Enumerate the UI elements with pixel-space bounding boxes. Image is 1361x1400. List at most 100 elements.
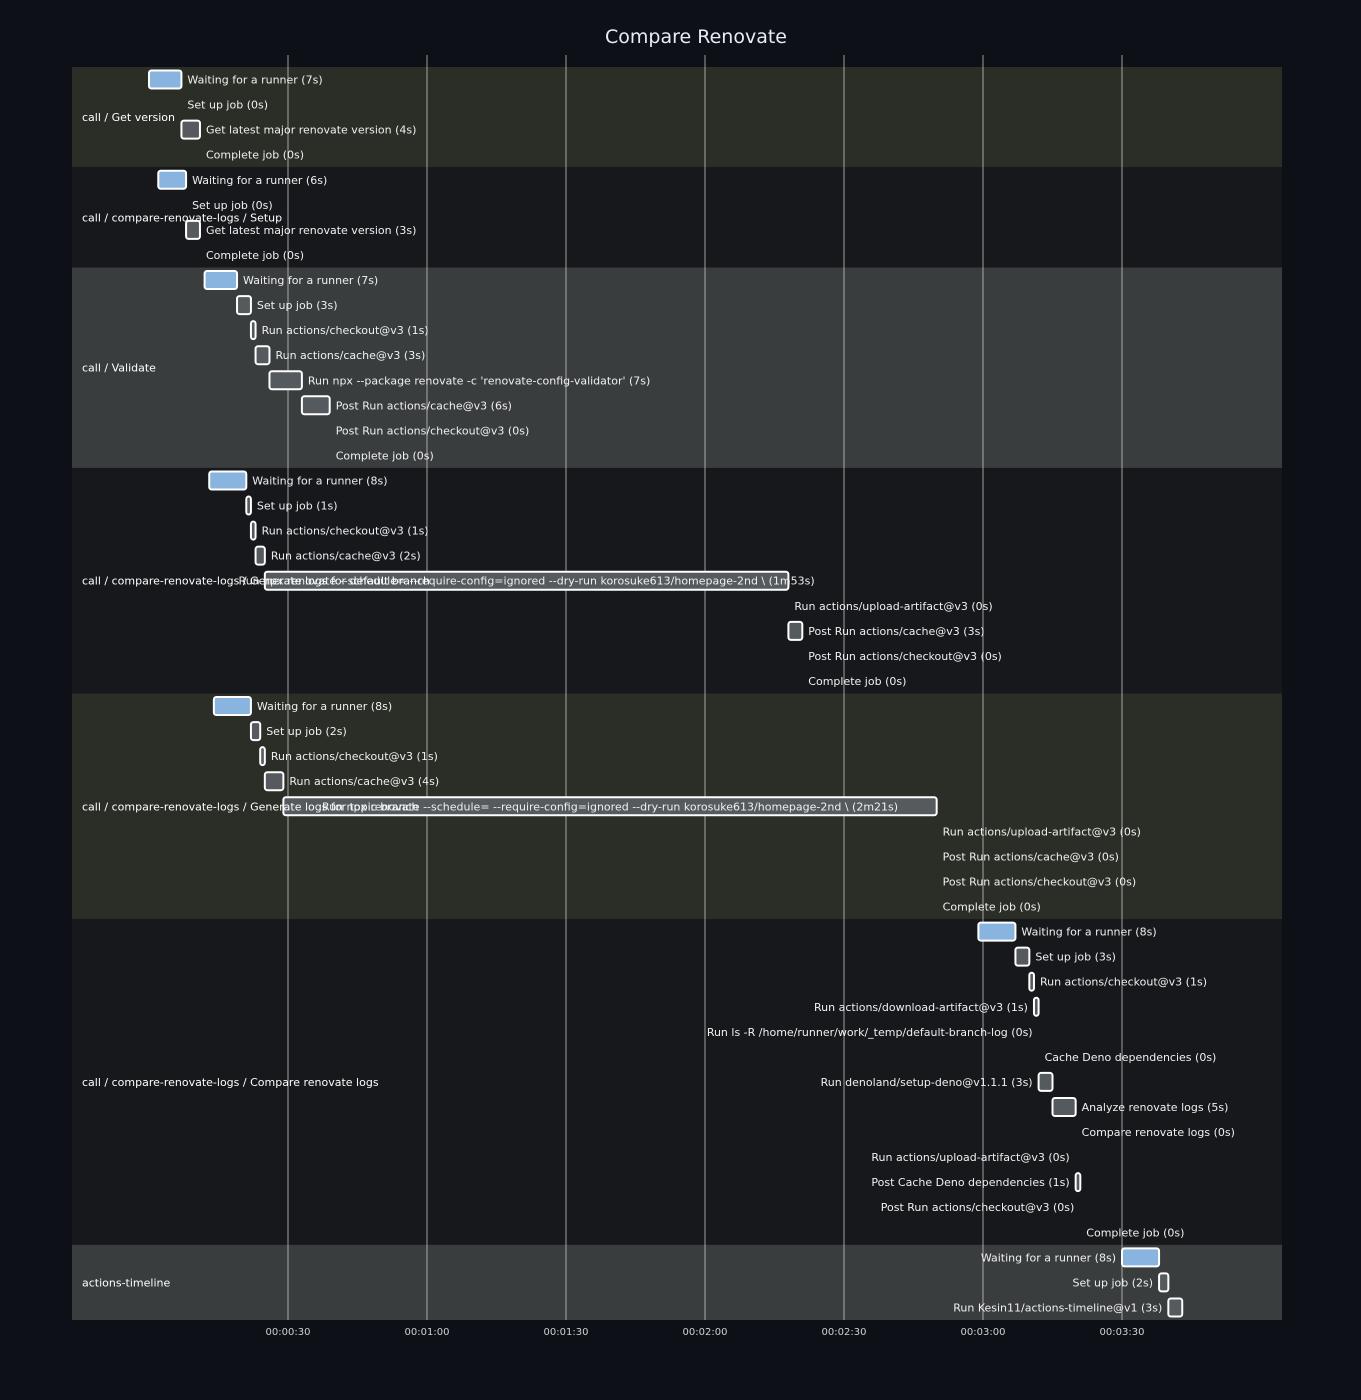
task-label: Complete job (0s) <box>336 449 434 462</box>
task-label: Run npx renovate --schedule= --require-c… <box>239 575 815 588</box>
step-bar <box>236 295 252 316</box>
step-bar <box>282 796 938 817</box>
task-label: Run actions/checkout@v3 (1s) <box>262 324 429 337</box>
step-bar <box>263 570 790 591</box>
section-label: call / compare-renovate-logs / Generate … <box>82 800 418 813</box>
step-bar <box>254 345 271 366</box>
task-label: Post Run actions/checkout@v3 (0s) <box>808 650 1002 663</box>
section-label: call / Get version <box>82 111 175 124</box>
task-label: Run actions/checkout@v3 (1s) <box>271 750 438 763</box>
x-tick-label: 00:03:30 <box>1100 1327 1145 1338</box>
task-label: Set up job (0s) <box>187 99 268 112</box>
task-label: Run npx --package renovate -c 'renovate-… <box>308 374 650 387</box>
section-band <box>72 1244 1282 1320</box>
task-label: Waiting for a runner (7s) <box>243 274 378 287</box>
task-label: Run ls -R /home/runner/work/_temp/defaul… <box>707 1026 1033 1039</box>
x-tick-label: 00:01:00 <box>405 1327 450 1338</box>
task-label: Post Run actions/checkout@v3 (0s) <box>336 424 530 437</box>
task-label: Get latest major renovate version (4s) <box>206 124 416 137</box>
x-tick-label: 00:02:30 <box>822 1327 867 1338</box>
task-label: Set up job (1s) <box>257 500 338 513</box>
task-label: Waiting for a runner (8s) <box>257 700 392 713</box>
task-label: Run actions/cache@v3 (2s) <box>271 550 421 563</box>
task-label: Post Cache Deno dependencies (1s) <box>871 1176 1069 1189</box>
step-bar <box>1032 996 1040 1017</box>
task-label: Run actions/download-artifact@v3 (1s) <box>814 1001 1028 1014</box>
step-bar <box>263 771 285 792</box>
task-label: Run actions/upload-artifact@v3 (0s) <box>943 825 1141 838</box>
step-bar <box>249 721 262 742</box>
section-label: call / compare-renovate-logs / Generate … <box>82 575 430 588</box>
task-label: Compare renovate logs (0s) <box>1082 1126 1235 1139</box>
waiting-bar <box>203 270 239 291</box>
task-label: Post Run actions/cache@v3 (6s) <box>336 399 512 412</box>
task-label: Run actions/cache@v3 (4s) <box>289 775 439 788</box>
task-label: Run actions/checkout@v3 (1s) <box>262 525 429 538</box>
task-label: Run denoland/setup-deno@v1.1.1 (3s) <box>821 1076 1033 1089</box>
task-label: Complete job (0s) <box>206 149 304 162</box>
grid-lines <box>287 55 1123 1320</box>
section-label: call / compare-renovate-logs / Compare r… <box>82 1076 379 1089</box>
step-bar <box>259 746 266 767</box>
task-label: Waiting for a runner (8s) <box>1021 926 1156 939</box>
task-label: Set up job (0s) <box>192 199 273 212</box>
step-bar <box>787 620 804 641</box>
section-labels: call / Get version call / compare-renovat… <box>82 111 430 1289</box>
waiting-bar <box>1121 1247 1161 1268</box>
step-bar <box>1014 946 1031 967</box>
step-bar <box>245 495 252 516</box>
x-axis-ticks: 00:00:30 00:01:00 00:01:30 00:02:00 00:02:30… <box>266 1327 1145 1338</box>
task-label: Waiting for a runner (6s) <box>192 174 327 187</box>
step-bar <box>249 320 257 341</box>
step-bar <box>1037 1071 1054 1092</box>
task-label: Waiting for a runner (7s) <box>187 74 322 87</box>
step-bar <box>1167 1297 1184 1318</box>
section-label: actions-timeline <box>82 1276 170 1289</box>
waiting-bar <box>148 69 183 90</box>
task-label: Post Run actions/checkout@v3 (0s) <box>943 875 1137 888</box>
x-tick-label: 00:00:30 <box>266 1327 311 1338</box>
task-label: Set up job (2s) <box>266 725 347 738</box>
task-label: Set up job (3s) <box>1035 951 1116 964</box>
step-bar <box>185 219 201 240</box>
step-bar <box>249 520 257 541</box>
step-bar <box>254 545 266 566</box>
task-label: Waiting for a runner (8s) <box>981 1251 1116 1264</box>
waiting-bar <box>208 470 248 491</box>
task-label: Post Run actions/checkout@v3 (0s) <box>881 1201 1075 1214</box>
waiting-bar <box>212 696 252 717</box>
task-label: Waiting for a runner (8s) <box>252 474 387 487</box>
task-label: Post Run actions/cache@v3 (3s) <box>808 625 984 638</box>
section-band <box>72 267 1282 468</box>
section-label: call / compare-renovate-logs / Setup <box>82 211 282 224</box>
task-bars: Waiting for a runner (7s) Set up job (0s)… <box>148 69 1235 1318</box>
step-bar <box>1158 1272 1170 1293</box>
step-bar <box>1028 971 1035 992</box>
step-bar <box>180 119 201 140</box>
task-label: Complete job (0s) <box>808 675 906 688</box>
x-tick-label: 00:01:30 <box>544 1327 589 1338</box>
step-bar <box>1074 1172 1082 1193</box>
task-label: Run actions/upload-artifact@v3 (0s) <box>794 600 992 613</box>
task-label: Run npx renovate --schedule= --require-c… <box>322 800 898 813</box>
task-label: Run Kesin11/actions-timeline@v1 (3s) <box>953 1301 1162 1314</box>
task-label: Set up job (3s) <box>257 299 338 312</box>
task-label: Cache Deno dependencies (0s) <box>1045 1051 1217 1064</box>
waiting-bar <box>977 921 1017 942</box>
step-bar <box>268 370 303 391</box>
task-label: Get latest major renovate version (3s) <box>206 224 416 237</box>
section-band <box>72 67 1282 168</box>
section-label: call / Validate <box>82 362 156 375</box>
task-label: Analyze renovate logs (5s) <box>1082 1101 1229 1114</box>
x-tick-label: 00:02:00 <box>683 1327 728 1338</box>
waiting-bar <box>157 169 188 190</box>
x-tick-label: 00:03:00 <box>961 1327 1006 1338</box>
task-label: Run actions/upload-artifact@v3 (0s) <box>871 1151 1069 1164</box>
task-label: Post Run actions/cache@v3 (0s) <box>943 850 1119 863</box>
task-label: Run actions/cache@v3 (3s) <box>275 349 425 362</box>
section-band <box>72 167 1282 268</box>
step-bar <box>300 395 331 416</box>
task-label: Set up job (2s) <box>1072 1276 1153 1289</box>
step-bar <box>1051 1096 1077 1117</box>
